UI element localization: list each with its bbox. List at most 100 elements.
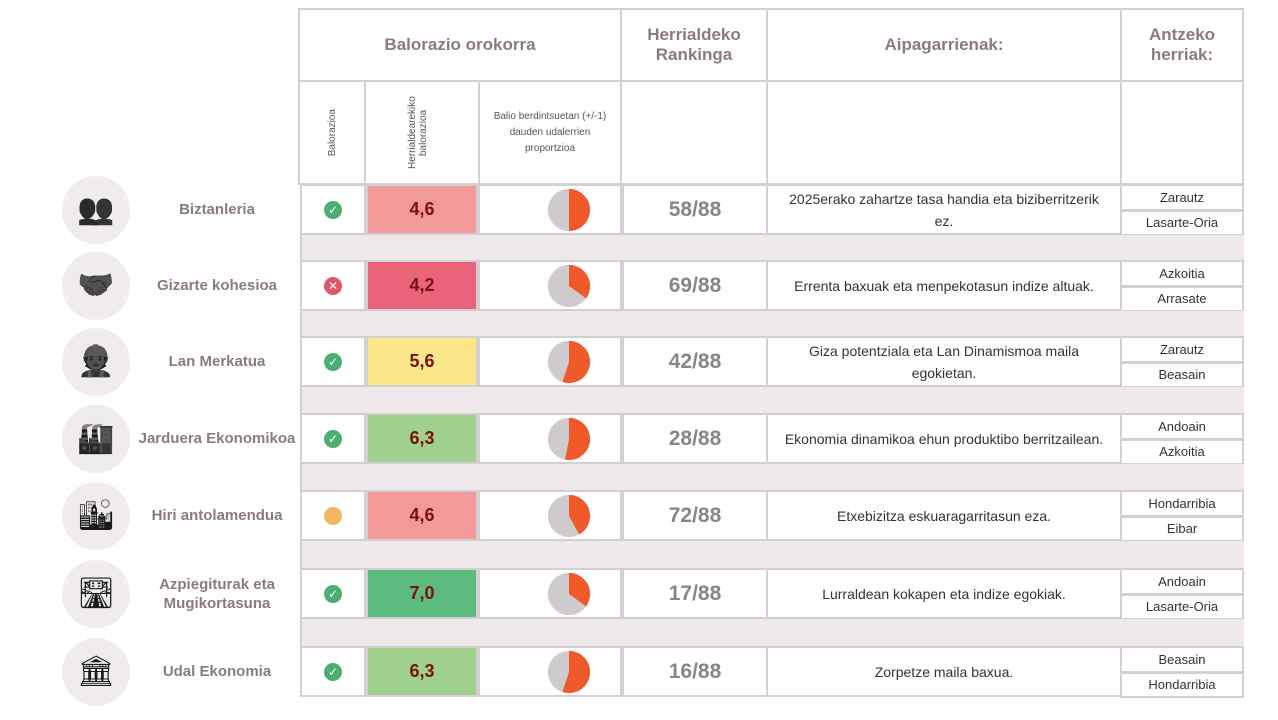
ranking-cell: 72/88	[622, 490, 768, 541]
similar-town: Hondarribia	[1120, 671, 1244, 698]
status-cell: ✓	[300, 413, 366, 464]
ranking-cell: 58/88	[622, 184, 768, 235]
similar-town: Zarautz	[1120, 184, 1244, 211]
ranking-value: 28/88	[668, 426, 722, 450]
ranking-cell: 69/88	[622, 260, 768, 311]
subheader-proportion-label: Balio berdintsuetan (+/-1) dauden udaler…	[493, 110, 607, 154]
category-name: Azpiegiturak eta Mugikortasuna	[159, 575, 275, 612]
similar-town-name: Beasain	[1158, 651, 1206, 667]
status-check-icon: ✓	[324, 352, 342, 371]
similar-town: Eibar	[1120, 515, 1244, 542]
subheader-empty	[620, 80, 768, 185]
status-cell	[300, 490, 366, 541]
header-overall: Balorazio orokorra	[298, 8, 622, 82]
ranking-value: 72/88	[668, 503, 722, 527]
proportion-pie	[547, 417, 591, 460]
similar-town: Azkoitia	[1120, 438, 1244, 465]
highlight-text: Lurraldean kokapen eta indize egokiak.	[822, 585, 1066, 602]
row-separator	[300, 464, 1244, 490]
similar-town: Arrasate	[1120, 285, 1244, 312]
worker-icon: 👷	[62, 327, 130, 396]
header-highlights: Aipagarrienak:	[766, 8, 1122, 82]
value-text: 4,2	[409, 275, 435, 295]
status-cell: ✓	[300, 184, 366, 235]
regional-value: 5,6	[366, 336, 478, 387]
highlight-cell: 2025erako zahartze tasa handia eta bizib…	[766, 184, 1122, 235]
header-similar: Antzeko herriak:	[1120, 8, 1244, 82]
similar-town: Lasarte-Oria	[1120, 209, 1244, 236]
ranking-value: 17/88	[668, 581, 722, 605]
status-cell: ✓	[300, 336, 366, 387]
category-label: Lan Merkatua	[132, 342, 302, 382]
similar-town-name: Andoain	[1158, 573, 1206, 589]
ranking-value: 58/88	[668, 197, 722, 221]
header-overall-label: Balorazio orokorra	[384, 35, 536, 54]
row-separator	[300, 619, 1244, 646]
proportion-pie	[547, 572, 591, 615]
highlight-text: Errenta baxuak eta menpekotasun indize a…	[794, 277, 1094, 294]
status-check-icon: ✓	[324, 429, 342, 448]
value-text: 7,0	[409, 583, 435, 603]
category-label: Jarduera Ekonomikoa	[132, 419, 302, 459]
row-separator	[300, 235, 1244, 260]
highlight-text: 2025erako zahartze tasa handia eta bizib…	[789, 190, 1099, 229]
status-cell: ✓	[300, 646, 366, 697]
road-icon: 🛣	[62, 559, 130, 628]
proportion-cell	[478, 568, 622, 619]
factory-icon: 🏭	[62, 404, 130, 473]
similar-town-name: Eibar	[1166, 521, 1198, 537]
similar-town-name: Zarautz	[1159, 189, 1205, 205]
similar-town-name: Andoain	[1158, 418, 1206, 434]
value-text: 4,6	[409, 199, 435, 219]
proportion-pie	[547, 188, 591, 231]
highlight-text: Ekonomia dinamikoa ehun produktibo berri…	[784, 430, 1104, 447]
regional-value: 6,3	[366, 646, 478, 697]
subheader-proportion: Balio berdintsuetan (+/-1) dauden udaler…	[478, 80, 622, 185]
row-separator	[300, 311, 1244, 336]
similar-town-name: Zarautz	[1159, 341, 1205, 357]
proportion-cell	[478, 413, 622, 464]
similar-town: Beasain	[1120, 361, 1244, 388]
category-label: Udal Ekonomia	[132, 652, 302, 692]
header-ranking-label: Herrialdeko Rankinga	[647, 25, 741, 64]
similar-town-name: Lasarte-Oria	[1145, 215, 1219, 231]
regional-value: 7,0	[366, 568, 478, 619]
highlight-cell: Ekonomia dinamikoa ehun produktibo berri…	[766, 413, 1122, 464]
ranking-value: 69/88	[668, 273, 722, 297]
proportion-cell	[478, 336, 622, 387]
highlight-cell: Etxebizitza eskuaragarritasun eza.	[766, 490, 1122, 541]
people-icon: 👥	[62, 175, 130, 244]
category-name: Hiri antolamendua	[151, 507, 283, 524]
highlight-cell: Giza potentziala eta Lan Dinamismoa mail…	[766, 336, 1122, 387]
ranking-cell: 42/88	[622, 336, 768, 387]
subheader-regional-label: Herrialdearekiko balorazioa	[407, 96, 429, 169]
highlight-cell: Lurraldean kokapen eta indize egokiak.	[766, 568, 1122, 619]
proportion-cell	[478, 184, 622, 235]
category-label: Gizarte kohesioa	[132, 266, 302, 306]
town-hall-icon: 🏛	[62, 637, 130, 706]
value-text: 6,3	[409, 661, 435, 681]
category-label: Azpiegiturak eta Mugikortasuna	[132, 574, 302, 614]
proportion-pie	[547, 340, 591, 383]
header-similar-label: Antzeko herriak:	[1148, 25, 1216, 64]
proportion-cell	[478, 646, 622, 697]
proportion-pie	[547, 264, 591, 307]
header-ranking: Herrialdeko Rankinga	[620, 8, 768, 82]
similar-town-name: Arrasate	[1157, 291, 1207, 307]
proportion-cell	[478, 260, 622, 311]
ranking-value: 42/88	[668, 349, 722, 373]
status-check-icon: ✓	[324, 200, 342, 219]
highlight-text: Zorpetze maila baxua.	[874, 663, 1014, 680]
similar-town-name: Hondarribia	[1148, 495, 1216, 511]
category-name: Biztanleria	[179, 201, 255, 218]
similar-town: Lasarte-Oria	[1120, 593, 1244, 620]
similar-town: Andoain	[1120, 413, 1244, 440]
ranking-value: 16/88	[668, 659, 722, 683]
similar-town: Hondarribia	[1120, 490, 1244, 517]
value-text: 5,6	[409, 351, 435, 371]
subheader-empty	[766, 80, 1122, 185]
subheader-rating-label: Balorazioa	[326, 108, 338, 157]
proportion-cell	[478, 490, 622, 541]
similar-town: Andoain	[1120, 568, 1244, 595]
similar-town: Azkoitia	[1120, 260, 1244, 287]
